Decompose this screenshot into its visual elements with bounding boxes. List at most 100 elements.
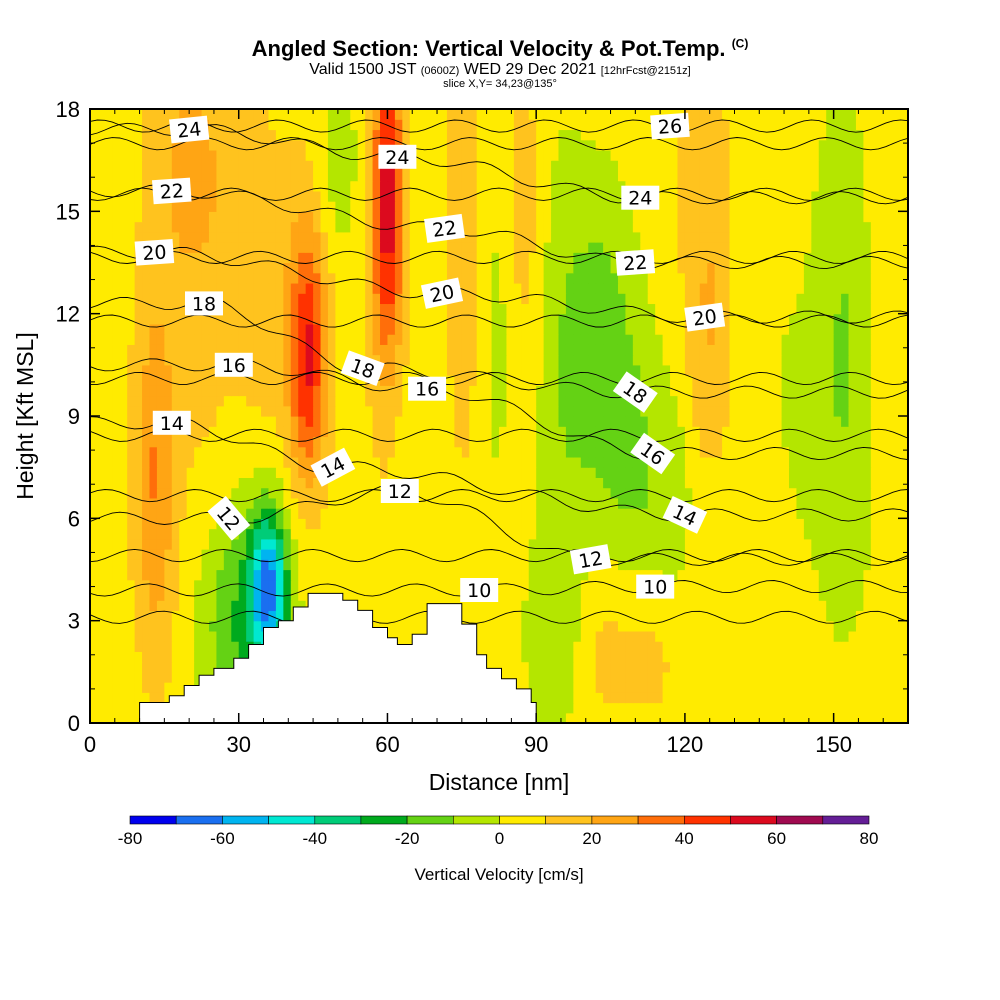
velocity-cell: [521, 579, 530, 591]
velocity-cell: [603, 589, 612, 601]
velocity-cell: [417, 620, 426, 632]
velocity-cell: [781, 528, 790, 540]
velocity-cell: [647, 702, 656, 714]
velocity-cell: [796, 293, 805, 305]
velocity-cell: [722, 712, 731, 723]
velocity-cell: [603, 395, 612, 407]
velocity-cell: [513, 600, 522, 612]
velocity-cell: [402, 395, 411, 407]
velocity-cell: [543, 579, 552, 591]
velocity-cell: [231, 446, 240, 458]
velocity-cell: [677, 651, 686, 663]
velocity-cell: [551, 600, 560, 612]
velocity-cell: [543, 528, 552, 540]
velocity-cell: [573, 364, 582, 376]
velocity-cell: [603, 569, 612, 581]
velocity-cell: [476, 600, 485, 612]
velocity-cell: [692, 641, 701, 652]
velocity-cell: [722, 375, 731, 386]
velocity-cell: [119, 395, 128, 407]
velocity-cell: [551, 446, 560, 458]
velocity-cell: [870, 569, 879, 581]
velocity-cell: [625, 456, 634, 468]
velocity-cell: [558, 323, 567, 335]
velocity-cell: [818, 405, 827, 417]
velocity-cell: [722, 293, 731, 305]
velocity-cell: [439, 538, 448, 550]
velocity-cell: [320, 354, 329, 366]
velocity-cell: [499, 334, 508, 345]
velocity-cell: [171, 569, 180, 581]
velocity-cell: [112, 538, 121, 550]
velocity-cell: [558, 344, 567, 356]
velocity-cell: [617, 651, 627, 663]
velocity-cell: [268, 395, 277, 407]
velocity-cell: [744, 528, 753, 540]
velocity-cell: [104, 477, 113, 489]
velocity-cell: [186, 610, 195, 622]
velocity-cell: [863, 641, 872, 652]
velocity-cell: [476, 323, 485, 335]
velocity-cell: [565, 375, 574, 386]
velocity-cell: [186, 323, 195, 335]
velocity-cell: [409, 334, 418, 345]
velocity-cell: [863, 446, 872, 458]
velocity-cell: [699, 364, 708, 376]
velocity-cell: [149, 456, 158, 468]
velocity-cell: [536, 671, 545, 683]
velocity-cell: [119, 518, 128, 530]
velocity-cell: [119, 293, 128, 305]
velocity-cell: [863, 682, 872, 693]
velocity-cell: [156, 641, 165, 652]
velocity-cell: [179, 600, 188, 612]
velocity-cell: [595, 518, 604, 530]
velocity-cell: [625, 497, 634, 509]
velocity-cell: [796, 334, 805, 345]
velocity-cell: [781, 272, 790, 284]
velocity-cell: [759, 303, 768, 315]
velocity-cell: [751, 682, 760, 693]
velocity-cell: [387, 436, 396, 448]
velocity-cell: [223, 282, 232, 294]
velocity-cell: [446, 569, 455, 581]
velocity-cell: [372, 313, 381, 325]
velocity-cell: [186, 272, 195, 284]
velocity-cell: [900, 712, 908, 723]
velocity-cell: [632, 630, 641, 642]
velocity-cell: [439, 334, 448, 345]
velocity-cell: [171, 282, 180, 294]
velocity-cell: [617, 313, 627, 325]
velocity-cell: [603, 426, 612, 438]
velocity-cell: [90, 303, 99, 315]
velocity-cell: [632, 323, 641, 335]
velocity-cell: [149, 569, 158, 581]
velocity-cell: [870, 426, 879, 438]
velocity-cell: [841, 405, 850, 417]
velocity-cell: [208, 661, 218, 673]
velocity-cell: [394, 518, 403, 530]
velocity-cell: [469, 364, 478, 376]
velocity-cell: [223, 405, 232, 417]
velocity-cell: [261, 579, 270, 591]
velocity-cell: [402, 600, 411, 612]
velocity-cell: [751, 549, 760, 560]
velocity-cell: [186, 436, 195, 448]
velocity-cell: [469, 477, 478, 489]
velocity-cell: [744, 282, 753, 294]
velocity-cell: [833, 661, 842, 673]
velocity-cell: [729, 589, 738, 601]
velocity-cell: [112, 661, 121, 673]
velocity-cell: [231, 293, 240, 305]
velocity-cell: [588, 661, 597, 673]
velocity-cell: [134, 262, 143, 274]
velocity-cell: [119, 416, 128, 427]
velocity-cell: [506, 303, 515, 315]
velocity-cell: [261, 303, 270, 315]
velocity-cell: [275, 354, 284, 366]
velocity-cell: [647, 375, 656, 386]
velocity-cell: [90, 497, 99, 509]
velocity-cell: [127, 446, 136, 458]
velocity-cell: [870, 477, 879, 489]
velocity-cell: [142, 630, 151, 642]
velocity-cell: [729, 477, 738, 489]
